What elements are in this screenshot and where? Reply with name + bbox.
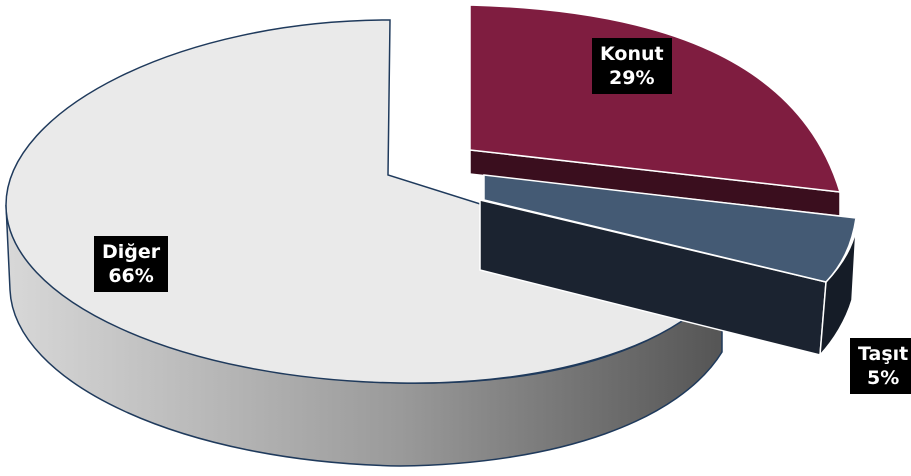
label-konut-name: Konut: [600, 43, 664, 65]
label-diger: Diğer 66%: [94, 236, 169, 292]
label-diger-value: 66%: [108, 265, 154, 287]
label-konut-value: 29%: [609, 67, 655, 89]
slice-diger: [5, 19, 724, 384]
label-diger-name: Diğer: [102, 241, 161, 263]
label-tasit-name: Taşıt: [858, 343, 909, 365]
label-konut: Konut 29%: [592, 38, 672, 94]
label-tasit-value: 5%: [866, 367, 900, 389]
label-tasit: Taşıt 5%: [850, 338, 911, 394]
slice-konut: [469, 4, 842, 193]
slice-tasit: [483, 174, 857, 283]
